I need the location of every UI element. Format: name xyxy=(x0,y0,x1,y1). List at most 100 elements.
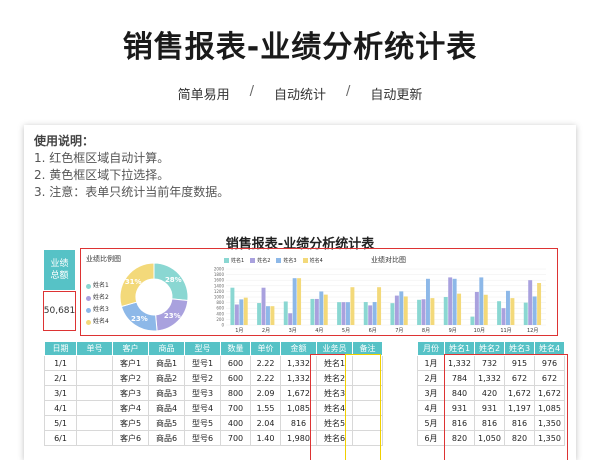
y-tick-label: 600 xyxy=(216,306,224,311)
y-tick-label: 2000 xyxy=(214,267,225,272)
bar xyxy=(501,308,506,325)
table-cell[interactable]: 客户2 xyxy=(112,370,149,386)
legend-swatch xyxy=(302,258,308,263)
pie-slice-label: 23% xyxy=(131,315,148,323)
table-cell[interactable]: 1月 xyxy=(417,355,445,371)
table-cell[interactable]: 600 xyxy=(220,355,251,371)
table-cell[interactable]: 2/1 xyxy=(44,370,77,386)
bar xyxy=(341,302,346,325)
bar xyxy=(421,299,426,325)
column-header: 日期 xyxy=(44,341,77,356)
pie-slice-label: 31% xyxy=(125,278,142,286)
table-cell[interactable]: 1,980 xyxy=(280,430,317,446)
legend-swatch xyxy=(224,258,229,263)
table-cell[interactable]: 2.22 xyxy=(250,370,281,386)
bar xyxy=(377,287,382,325)
pie-legend-item: 姓名3 xyxy=(86,304,109,316)
table-cell[interactable]: 400 xyxy=(220,415,251,431)
table-cell[interactable]: 型号6 xyxy=(184,430,221,446)
table-row: 4月 931 931 1,197 1,085 xyxy=(417,400,565,416)
table-cell[interactable]: 3月 xyxy=(417,385,445,401)
table-cell[interactable] xyxy=(76,370,113,386)
table-cell[interactable] xyxy=(76,400,113,416)
bar xyxy=(319,291,324,325)
bar xyxy=(417,299,422,325)
table-cell[interactable]: 客户3 xyxy=(112,385,149,401)
legend-swatch xyxy=(86,295,91,301)
bar xyxy=(314,298,319,325)
table-cell[interactable]: 5月 xyxy=(417,415,445,431)
table-cell[interactable]: 5/1 xyxy=(44,415,77,431)
bar xyxy=(346,302,350,325)
table-row: 1/1 客户1 商品1 型号1 600 2.22 1,332 姓名1 xyxy=(44,355,383,371)
table-cell[interactable]: 型号5 xyxy=(184,415,221,431)
table-cell[interactable]: 2.04 xyxy=(250,415,281,431)
bar xyxy=(261,287,266,325)
table-cell[interactable]: 600 xyxy=(220,370,251,386)
column-header: 备注 xyxy=(352,341,383,356)
y-tick-label: 1400 xyxy=(214,283,225,288)
table-cell[interactable]: 商品4 xyxy=(148,400,185,416)
table-cell[interactable]: 820 xyxy=(504,430,535,446)
bar xyxy=(457,293,462,325)
bar xyxy=(443,297,448,325)
table-cell[interactable]: 3/1 xyxy=(44,385,77,401)
table-cell[interactable]: 商品6 xyxy=(148,430,185,446)
feature-separator: / xyxy=(346,84,351,99)
table-cell[interactable]: 型号4 xyxy=(184,400,221,416)
amount-auto-calc-frame xyxy=(310,354,346,460)
table-cell[interactable]: 1/1 xyxy=(44,355,77,371)
x-tick-label: 4月 xyxy=(315,328,323,334)
summary-auto-calc-frame xyxy=(444,354,568,460)
table-cell[interactable]: 商品1 xyxy=(148,355,185,371)
table-cell[interactable]: 客户5 xyxy=(112,415,149,431)
table-cell[interactable]: 6/1 xyxy=(44,430,77,446)
bar xyxy=(523,302,528,325)
column-header: 客户 xyxy=(112,341,149,356)
legend-label: 姓名3 xyxy=(283,258,297,264)
sales-table: 日期 单号 客户 商品 型号 数量 单价 金额 业务员 备注 1/1 客户1 商品1 型号1 600 2.2… xyxy=(44,341,383,446)
table-cell[interactable]: 700 xyxy=(220,400,251,416)
bar xyxy=(506,290,510,325)
table-cell[interactable]: 2.22 xyxy=(250,355,281,371)
table-cell[interactable]: 商品5 xyxy=(148,415,185,431)
table-cell[interactable]: 4月 xyxy=(417,400,445,416)
table-cell[interactable] xyxy=(76,430,113,446)
table-cell[interactable]: 商品2 xyxy=(148,370,185,386)
x-tick-label: 1月 xyxy=(235,328,243,334)
table-cell[interactable]: 客户4 xyxy=(112,400,149,416)
table-cell[interactable]: 700 xyxy=(220,430,251,446)
table-cell[interactable]: 型号1 xyxy=(184,355,221,371)
usage-notes: 使用说明： 1. 红色框区域自动计算。 2. 黄色框区域下拉选择。 3. 注意：… xyxy=(34,133,229,201)
pie-legend: 姓名1 姓名2 姓名3 姓名4 xyxy=(86,280,109,328)
bar xyxy=(239,299,244,325)
table-cell[interactable]: 1.40 xyxy=(250,430,281,446)
bar-legend-item: 姓名3 xyxy=(276,257,297,264)
table-cell[interactable]: 2月 xyxy=(417,370,445,386)
table-cell[interactable] xyxy=(76,355,113,371)
table-cell[interactable]: 型号3 xyxy=(184,385,221,401)
bar xyxy=(430,298,435,325)
table-cell[interactable]: 4/1 xyxy=(44,400,77,416)
table-cell[interactable]: 6月 xyxy=(417,430,445,446)
table-cell[interactable] xyxy=(352,430,383,446)
feature-auto-stats: 自动统计 xyxy=(273,88,326,103)
table-row: 6月 820 1,050 820 1,350 xyxy=(417,430,565,446)
table-cell[interactable]: 客户6 xyxy=(112,430,149,446)
table-cell[interactable]: 1,350 xyxy=(534,430,565,446)
bar xyxy=(257,303,262,325)
legend-label: 姓名1 xyxy=(231,258,245,264)
x-tick-label: 3月 xyxy=(289,328,297,334)
bar xyxy=(528,280,533,325)
table-cell[interactable]: 商品3 xyxy=(148,385,185,401)
monthly-summary-table: 月份 姓名1 姓名2 姓名3 姓名4 1月 1,332 732 915 976 2月 784 1,33… xyxy=(417,341,565,446)
table-cell[interactable] xyxy=(76,385,113,401)
table-cell[interactable]: 客户1 xyxy=(112,355,149,371)
table-cell[interactable]: 800 xyxy=(220,385,251,401)
table-cell[interactable]: 型号2 xyxy=(184,370,221,386)
spreadsheet-preview: 使用说明： 1. 红色框区域自动计算。 2. 黄色框区域下拉选择。 3. 注意：… xyxy=(24,125,576,460)
table-cell[interactable]: 2.09 xyxy=(250,385,281,401)
table-cell[interactable]: 1.55 xyxy=(250,400,281,416)
legend-label: 姓名4 xyxy=(93,318,109,325)
table-cell[interactable] xyxy=(76,415,113,431)
